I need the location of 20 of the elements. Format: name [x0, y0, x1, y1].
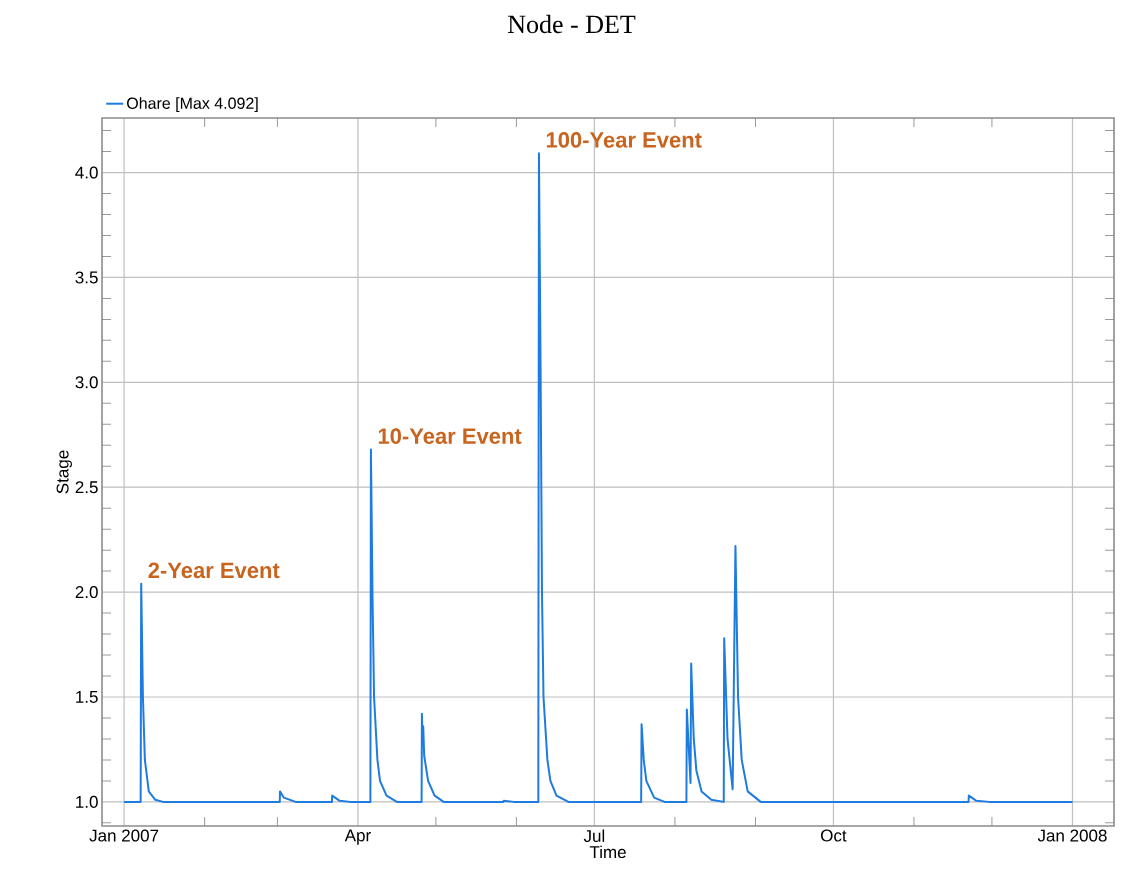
y-tick-label: 2.5 — [75, 481, 98, 494]
line-series — [123, 152, 1074, 803]
x-axis-title: Time — [589, 845, 626, 859]
x-tick-label: Oct — [821, 829, 847, 842]
x-tick-label: Apr — [344, 829, 371, 845]
annotation: 100-Year Event — [546, 132, 702, 148]
y-tick-label: 3.5 — [75, 271, 98, 284]
chart-title: Node - DET — [508, 14, 636, 34]
x-tick-label: Jul — [583, 829, 605, 843]
annotation: 10-Year Event — [378, 428, 522, 444]
y-tick-label: 1.0 — [76, 795, 98, 808]
y-tick-label: 2.0 — [75, 586, 98, 599]
annotation: 2-Year Event — [148, 562, 280, 579]
y-tick-label: 3.0 — [75, 376, 98, 389]
x-tick-label: Jan 2008 — [1037, 829, 1107, 842]
y-tick-label: 4.0 — [75, 166, 98, 179]
legend-label: Ohare [Max 4.092] — [127, 97, 258, 113]
y-axis-title: Stage — [56, 450, 72, 494]
y-tick-label: 1.5 — [76, 691, 98, 703]
x-tick-label: Jan 2007 — [89, 829, 159, 842]
